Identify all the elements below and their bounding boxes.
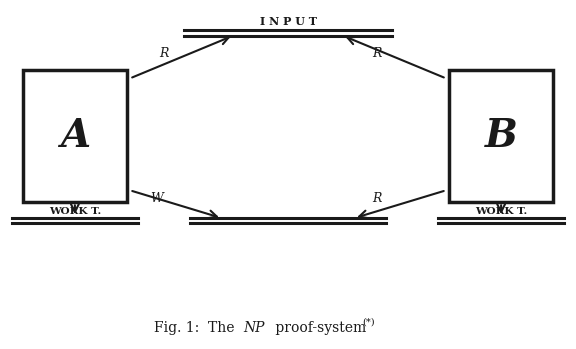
Text: NP: NP (244, 321, 265, 335)
Text: Fig. 1:  The: Fig. 1: The (154, 321, 239, 335)
Text: W: W (150, 192, 163, 205)
Text: proof-system: proof-system (271, 321, 366, 335)
Text: R: R (373, 46, 382, 60)
Text: I N P U T: I N P U T (260, 16, 316, 27)
FancyBboxPatch shape (23, 70, 127, 202)
Text: (*): (*) (362, 317, 375, 326)
Text: R: R (373, 192, 382, 205)
Text: WORK T.: WORK T. (49, 207, 101, 216)
Text: R: R (160, 46, 169, 60)
FancyBboxPatch shape (449, 70, 553, 202)
Text: A: A (60, 117, 90, 155)
Text: Fig. 1:  The: Fig. 1: The (0, 348, 1, 349)
Text: WORK T.: WORK T. (475, 207, 527, 216)
Text: B: B (484, 117, 518, 155)
